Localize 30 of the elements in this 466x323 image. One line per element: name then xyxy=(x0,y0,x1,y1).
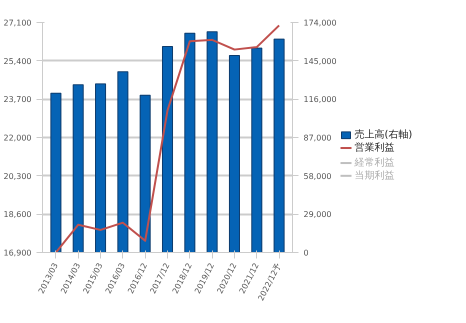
y-tick-label: 16,900 xyxy=(4,248,32,258)
bar xyxy=(184,32,196,252)
legend-label: 営業利益 xyxy=(354,142,394,154)
legend-label: 経常利益 xyxy=(354,156,394,169)
y2-tick-label: 174,000 xyxy=(304,18,337,28)
bar xyxy=(117,71,128,252)
bar xyxy=(162,46,174,252)
legend-label: 売上高(右軸) xyxy=(354,128,412,141)
line-series xyxy=(54,24,280,252)
y-tick-label: 27,100 xyxy=(4,18,32,28)
y-tick-label: 25,400 xyxy=(4,56,32,66)
bar xyxy=(251,48,262,252)
y2-tick-label: 58,000 xyxy=(304,172,332,181)
bar xyxy=(206,31,218,252)
bar xyxy=(95,83,106,252)
y2-tick-label: 116,000 xyxy=(304,95,337,104)
y-tick-label: 22,000 xyxy=(4,134,32,142)
bar xyxy=(50,92,62,252)
legend-label: 当期利益 xyxy=(354,169,394,182)
y-tick-label: 18,600 xyxy=(4,210,32,220)
y2-tick-label: 29,000 xyxy=(304,210,332,220)
y2-tick-label: 0 xyxy=(304,248,309,258)
bar xyxy=(274,38,285,252)
y2-tick-label: 87,000 xyxy=(304,134,332,142)
bar xyxy=(140,94,151,252)
y-tick-label: 20,300 xyxy=(4,172,32,181)
y-tick-label: 23,700 xyxy=(4,95,32,104)
bar xyxy=(228,55,240,252)
y2-tick-label: 145,000 xyxy=(304,56,337,66)
bar xyxy=(72,84,84,252)
